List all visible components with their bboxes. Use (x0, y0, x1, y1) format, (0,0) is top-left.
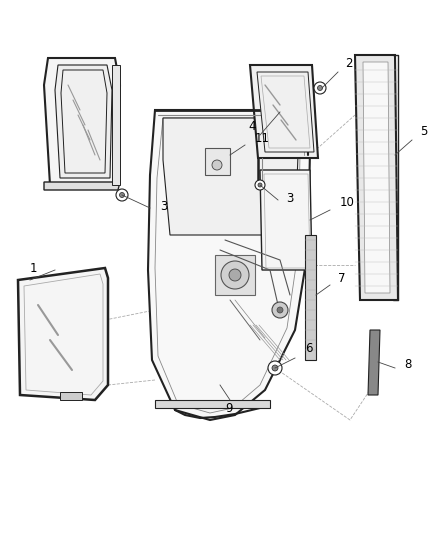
Polygon shape (155, 400, 270, 408)
Circle shape (268, 361, 282, 375)
Text: 9: 9 (225, 402, 233, 415)
Polygon shape (250, 65, 318, 158)
Polygon shape (305, 235, 316, 360)
Polygon shape (44, 58, 120, 185)
Polygon shape (163, 118, 298, 235)
Circle shape (277, 307, 283, 313)
Polygon shape (55, 65, 112, 178)
Text: 6: 6 (305, 342, 312, 355)
Text: 7: 7 (338, 272, 346, 285)
Polygon shape (368, 330, 380, 395)
Text: 8: 8 (404, 358, 411, 371)
Text: 10: 10 (340, 196, 355, 209)
Polygon shape (355, 55, 398, 300)
Polygon shape (215, 255, 255, 295)
Text: 2: 2 (345, 57, 353, 70)
Polygon shape (148, 110, 310, 420)
Circle shape (255, 180, 265, 190)
Circle shape (258, 183, 262, 187)
Circle shape (116, 189, 128, 201)
Polygon shape (205, 148, 230, 175)
Circle shape (318, 85, 322, 91)
Text: 1: 1 (30, 262, 38, 275)
Polygon shape (112, 65, 120, 185)
Circle shape (221, 261, 249, 289)
Text: 3: 3 (160, 200, 167, 213)
Polygon shape (363, 62, 390, 293)
Circle shape (314, 82, 326, 94)
Text: 3: 3 (286, 192, 293, 205)
Polygon shape (44, 182, 120, 190)
Text: 4: 4 (248, 120, 255, 133)
Circle shape (120, 192, 124, 198)
Polygon shape (60, 392, 82, 400)
Circle shape (272, 302, 288, 318)
Text: 5: 5 (420, 125, 427, 138)
Circle shape (272, 365, 278, 371)
Polygon shape (260, 170, 312, 270)
Circle shape (229, 269, 241, 281)
Polygon shape (61, 70, 107, 173)
Text: 11: 11 (255, 132, 270, 145)
Circle shape (212, 160, 222, 170)
Polygon shape (18, 268, 108, 400)
Polygon shape (257, 72, 314, 152)
